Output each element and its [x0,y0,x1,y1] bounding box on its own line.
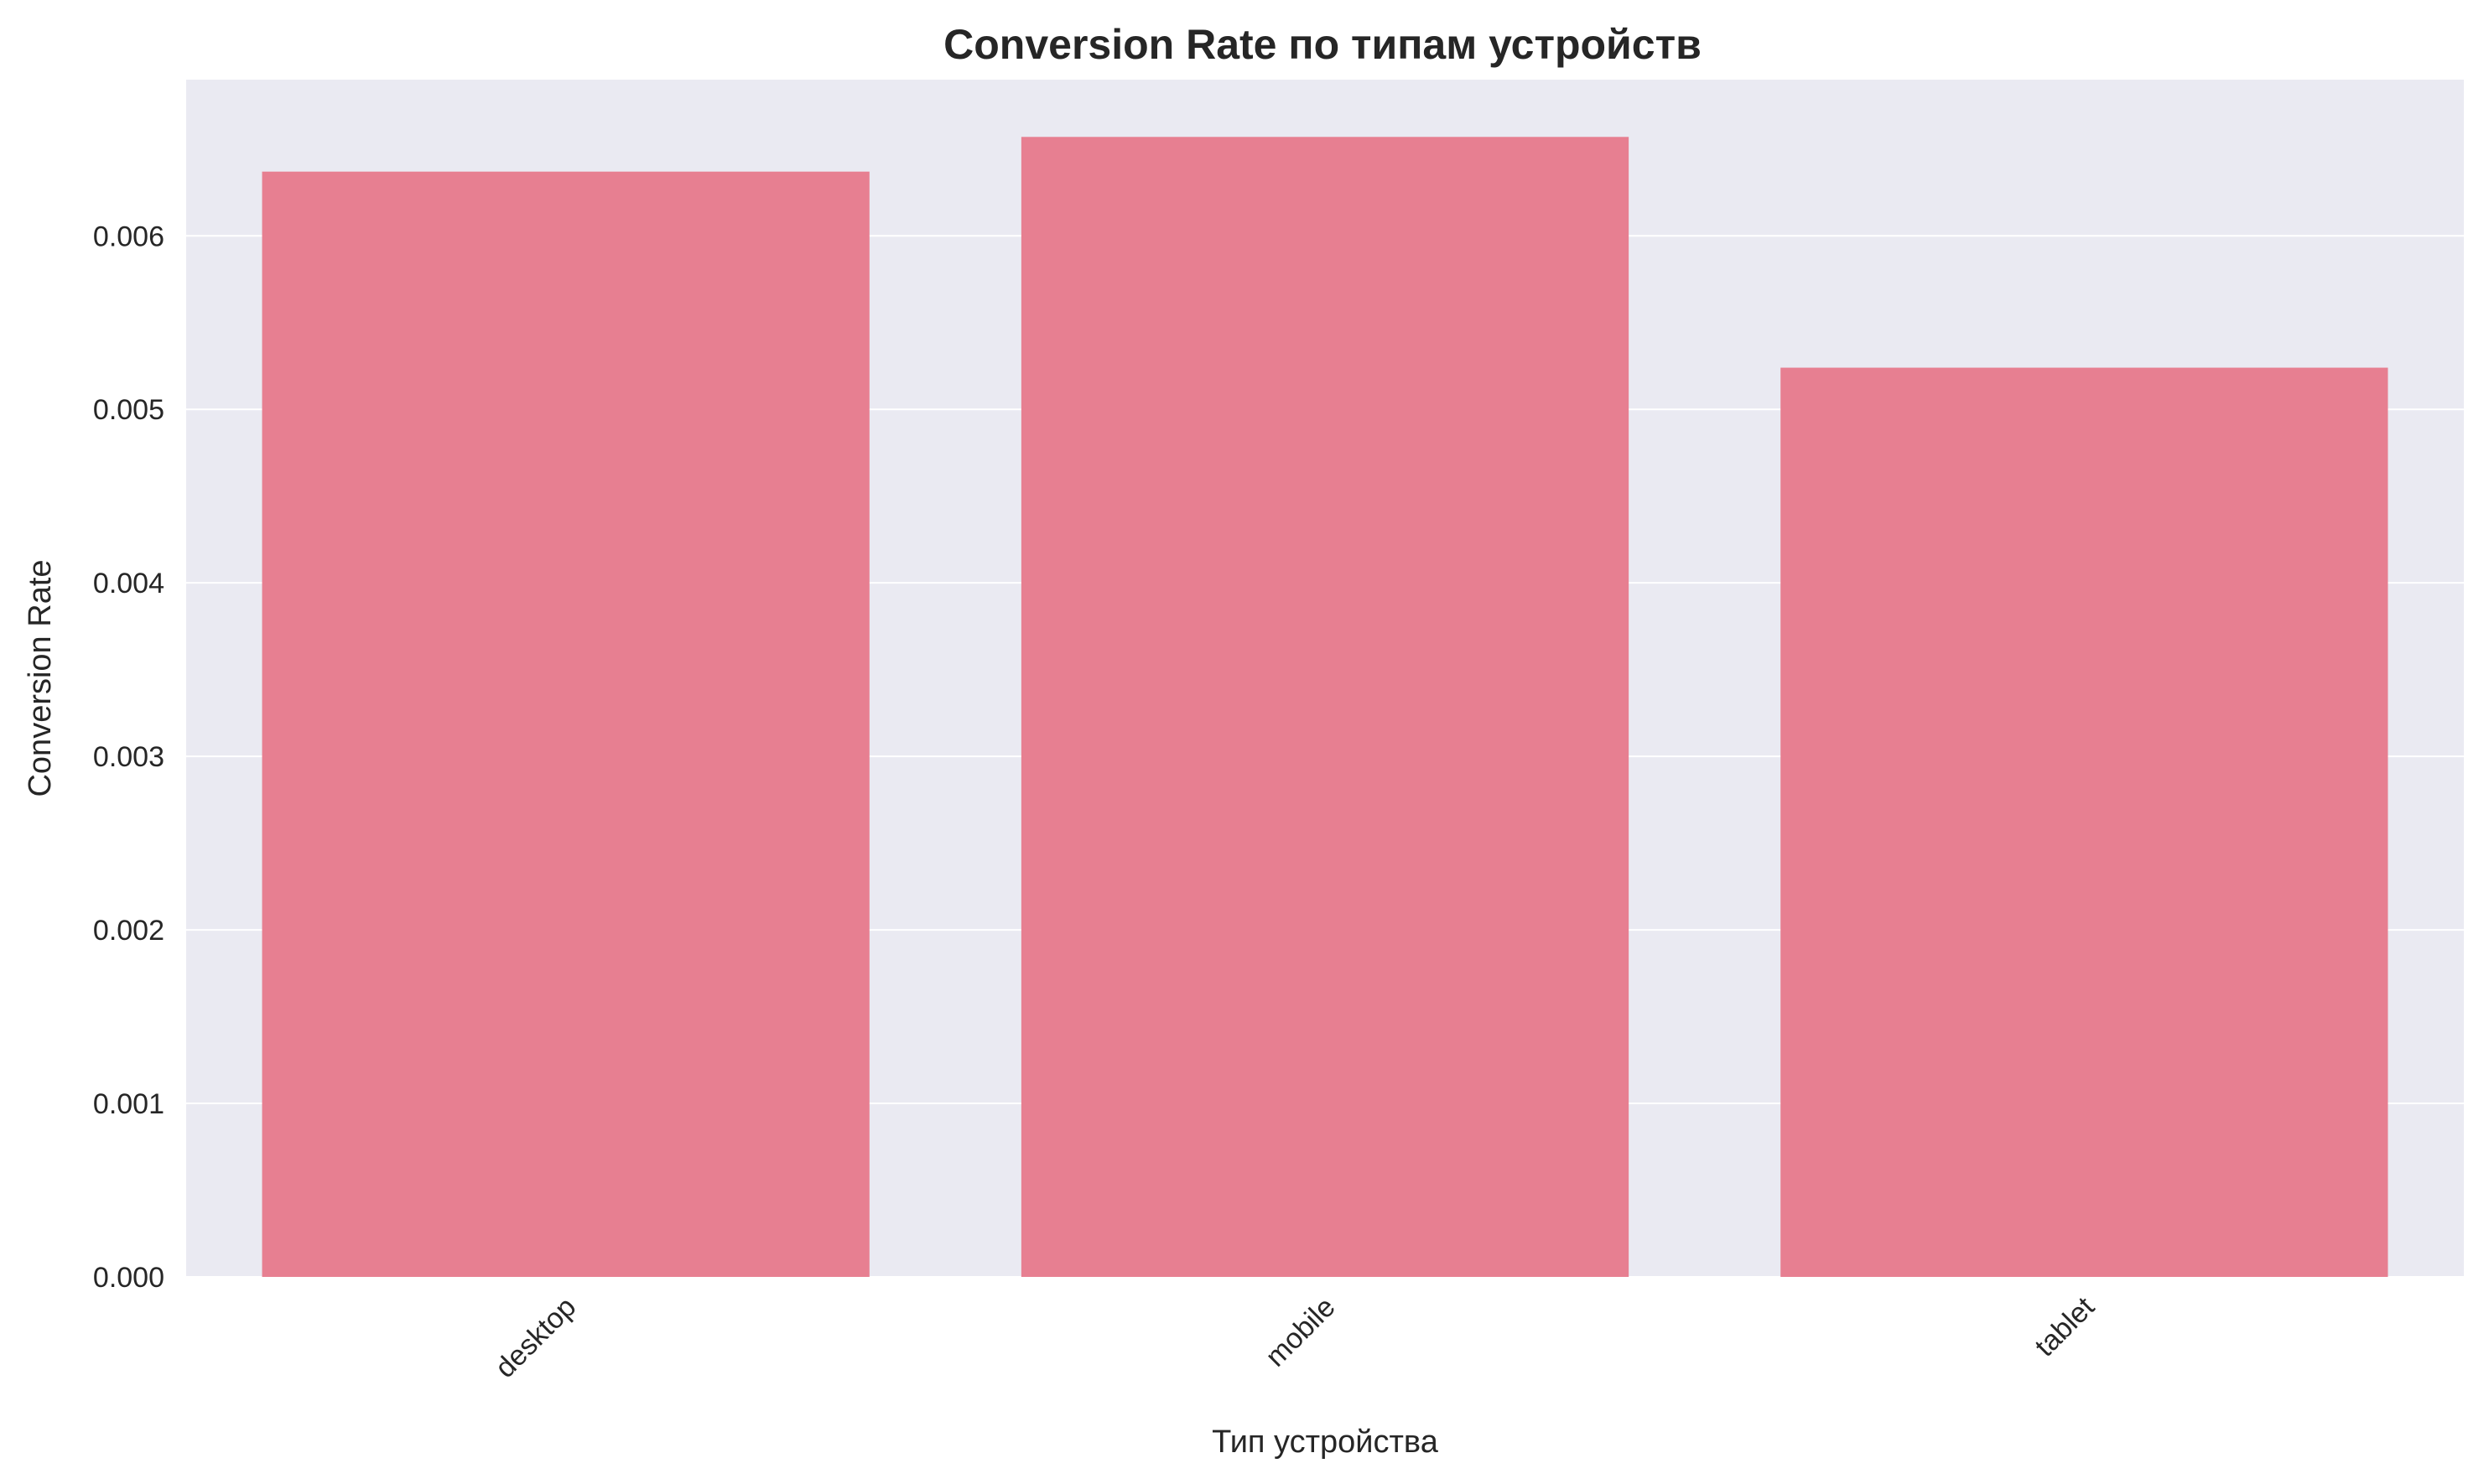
y-tick-label: 0.000 [93,1262,164,1294]
y-tick-label: 0.003 [93,741,164,773]
y-axis-label: Conversion Rate [23,559,58,796]
chart-title: Conversion Rate по типам устройств [943,21,1702,68]
bar-tablet [1780,367,2388,1277]
bars [262,137,2388,1277]
bar-desktop [262,171,870,1277]
y-tick-label: 0.004 [93,568,164,599]
x-tick-label-mobile: mobile [1260,1291,1342,1373]
bar-mobile [1021,137,1629,1277]
y-axis-ticks: 0.000 0.001 0.002 0.003 0.004 0.005 0.006 [93,221,164,1294]
y-tick-label: 0.006 [93,221,164,252]
x-axis-label: Тип устройства [1212,1424,1439,1460]
x-axis-ticks: desktop mobile tablet [489,1290,2101,1383]
y-tick-label: 0.002 [93,915,164,947]
x-tick-label-tablet: tablet [2029,1290,2101,1362]
y-tick-label: 0.005 [93,394,164,426]
y-tick-label: 0.001 [93,1088,164,1120]
x-tick-label-desktop: desktop [489,1291,582,1384]
